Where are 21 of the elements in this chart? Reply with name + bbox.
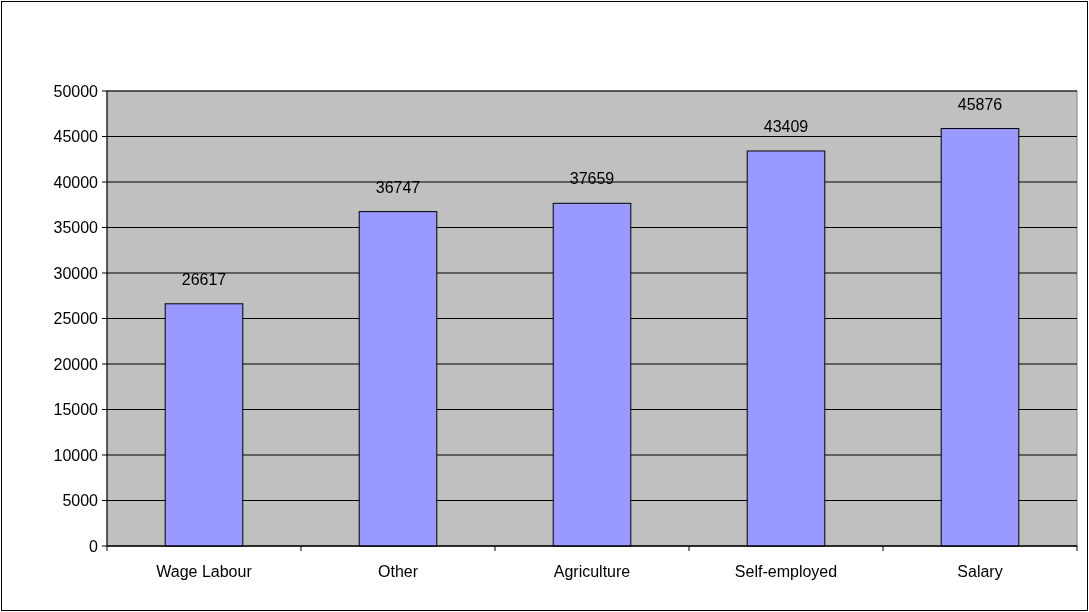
y-tick-label: 5000 bbox=[62, 492, 99, 510]
data-label: 37659 bbox=[569, 170, 615, 188]
y-tick-label: 10000 bbox=[53, 446, 99, 464]
y-tick-label: 25000 bbox=[53, 310, 99, 328]
y-tick-label: 15000 bbox=[53, 401, 99, 419]
y-tick-label: 35000 bbox=[53, 219, 99, 237]
y-tick-label: 30000 bbox=[53, 264, 99, 282]
data-label: 26617 bbox=[181, 270, 227, 288]
y-tick-label: 45000 bbox=[53, 128, 99, 146]
y-tick-label: 20000 bbox=[53, 355, 99, 373]
x-tick-label: Other bbox=[377, 563, 419, 580]
x-tick-label: Wage Labour bbox=[156, 563, 253, 580]
y-tick-label: 40000 bbox=[53, 173, 99, 191]
data-label: 45876 bbox=[957, 95, 1003, 113]
y-tick-label: 0 bbox=[89, 537, 99, 555]
x-tick-label: Agriculture bbox=[553, 563, 631, 580]
y-tick-label: 50000 bbox=[53, 82, 99, 100]
data-label: 43409 bbox=[763, 117, 809, 135]
x-tick-label: Self-employed bbox=[734, 563, 838, 580]
x-tick-label: Salary bbox=[957, 563, 1003, 580]
data-label: 36747 bbox=[375, 178, 421, 196]
